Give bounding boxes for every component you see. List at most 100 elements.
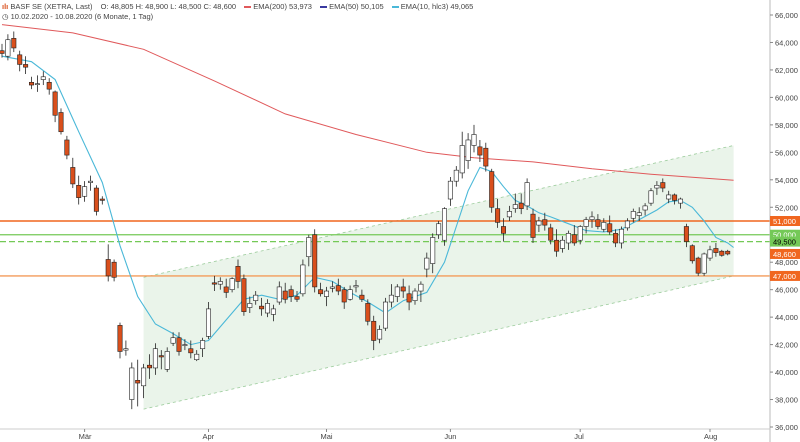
candle-up <box>701 253 707 274</box>
candle-down <box>147 364 153 369</box>
candle-up <box>170 337 176 344</box>
y-tick-label: 42,000 <box>775 341 798 350</box>
channel-area <box>143 145 734 410</box>
y-tick-label: 52,000 <box>775 203 798 212</box>
candle-up <box>347 289 353 300</box>
candle-up <box>677 198 683 204</box>
ema10-line <box>1 55 734 346</box>
candle-down <box>530 213 536 238</box>
channel-lower-line <box>143 275 734 410</box>
ema10-swatch <box>391 6 399 9</box>
chart-legend: ılı BASF SE (XETRA, Last) O: 48,805 H: 4… <box>2 2 473 11</box>
candle-down <box>135 380 141 384</box>
candle-up <box>270 308 276 315</box>
candle-down <box>683 226 689 242</box>
candle-up <box>323 290 329 297</box>
candle-down <box>111 261 117 278</box>
candle-up <box>441 208 447 241</box>
candle-up <box>129 367 135 400</box>
candle-down <box>483 147 489 167</box>
symbol-label: BASF SE (XETRA, Last) <box>10 2 93 11</box>
candle-down <box>689 245 695 262</box>
candle-down <box>117 325 123 352</box>
candle-down <box>365 303 371 322</box>
candle-up <box>394 286 400 297</box>
candle-down <box>713 248 719 253</box>
candle-down <box>542 219 548 226</box>
level-tag-label: 51,000 <box>773 217 796 226</box>
candle-down <box>500 226 506 234</box>
chart-range: ◷ 10.02.2020 - 10.08.2020 (6 Monate, 1 T… <box>2 12 153 21</box>
candle-up <box>630 211 636 219</box>
candle-up <box>436 223 442 236</box>
horizontal-levels <box>0 220 770 277</box>
candle-down <box>495 208 501 223</box>
x-tick-label: Aug <box>704 432 717 441</box>
candle-down <box>0 50 5 54</box>
candle-down <box>241 278 247 312</box>
candle-up <box>559 239 565 249</box>
candle-down <box>17 54 23 65</box>
candle-down <box>400 286 406 292</box>
candle-down <box>660 182 666 189</box>
channel-upper-line <box>143 145 734 278</box>
y-tick-label: 58,000 <box>775 121 798 130</box>
candle-down <box>235 266 241 282</box>
last-price-label: 48,600 <box>773 250 796 259</box>
range-note: (6 Monate, 1 Tag) <box>94 12 154 21</box>
candle-down <box>223 286 229 293</box>
y-tick-label: 60,000 <box>775 93 798 102</box>
candle-up <box>524 182 530 207</box>
candle-up <box>200 340 206 350</box>
candle-up <box>5 39 11 57</box>
level-tag-label: 47,000 <box>773 272 796 281</box>
candle-up <box>164 351 170 370</box>
ema10-label: EMA(10, hlc3) 49,065 <box>400 2 474 11</box>
candle-down <box>64 139 70 156</box>
candle-up <box>388 294 394 303</box>
y-tick-label: 44,000 <box>775 313 798 322</box>
candle-up <box>424 257 430 270</box>
y-tick-label: 38,000 <box>775 396 798 405</box>
candle-down <box>312 234 318 288</box>
candle-up <box>648 190 654 204</box>
candle-down <box>554 239 560 252</box>
candle-up <box>82 186 88 197</box>
candle-up <box>707 249 713 259</box>
candle-down <box>52 91 58 116</box>
candle-down <box>318 289 324 295</box>
candle-up <box>536 220 542 226</box>
level-tag <box>770 229 800 240</box>
x-axis: Mär Apr Mai Jun Jul Aug <box>0 428 770 441</box>
candle-up <box>430 237 436 264</box>
candle-up <box>618 228 624 244</box>
candle-up <box>276 286 282 303</box>
candle-down <box>695 257 701 274</box>
candle-down <box>288 289 294 297</box>
level-tag <box>770 216 800 226</box>
candle-up <box>583 219 589 227</box>
ema50-label: EMA(50) 50,105 <box>329 2 384 11</box>
candle-up <box>459 145 465 174</box>
candle-down <box>70 167 76 185</box>
candle-down <box>76 184 82 198</box>
trend-channel <box>143 145 734 410</box>
last-price-tag <box>770 248 800 259</box>
x-tick-label: Jun <box>444 432 456 441</box>
candle-up <box>654 184 660 189</box>
candle-down <box>607 223 613 233</box>
candle-down <box>613 233 619 244</box>
candle-up <box>512 204 518 209</box>
candle-down <box>335 285 341 292</box>
candle-down <box>477 146 483 156</box>
y-tick-label: 46,000 <box>775 286 798 295</box>
y-tick-label: 66,000 <box>775 11 798 20</box>
range-label: 10.02.2020 - 10.08.2020 <box>10 12 93 21</box>
candle-up <box>206 308 212 337</box>
candles <box>0 31 731 410</box>
candle-up <box>123 348 129 351</box>
y-tick-label: 64,000 <box>775 38 798 47</box>
candle-down <box>211 282 217 285</box>
